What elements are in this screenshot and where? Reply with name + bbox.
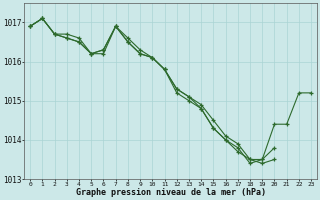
- X-axis label: Graphe pression niveau de la mer (hPa): Graphe pression niveau de la mer (hPa): [76, 188, 266, 197]
